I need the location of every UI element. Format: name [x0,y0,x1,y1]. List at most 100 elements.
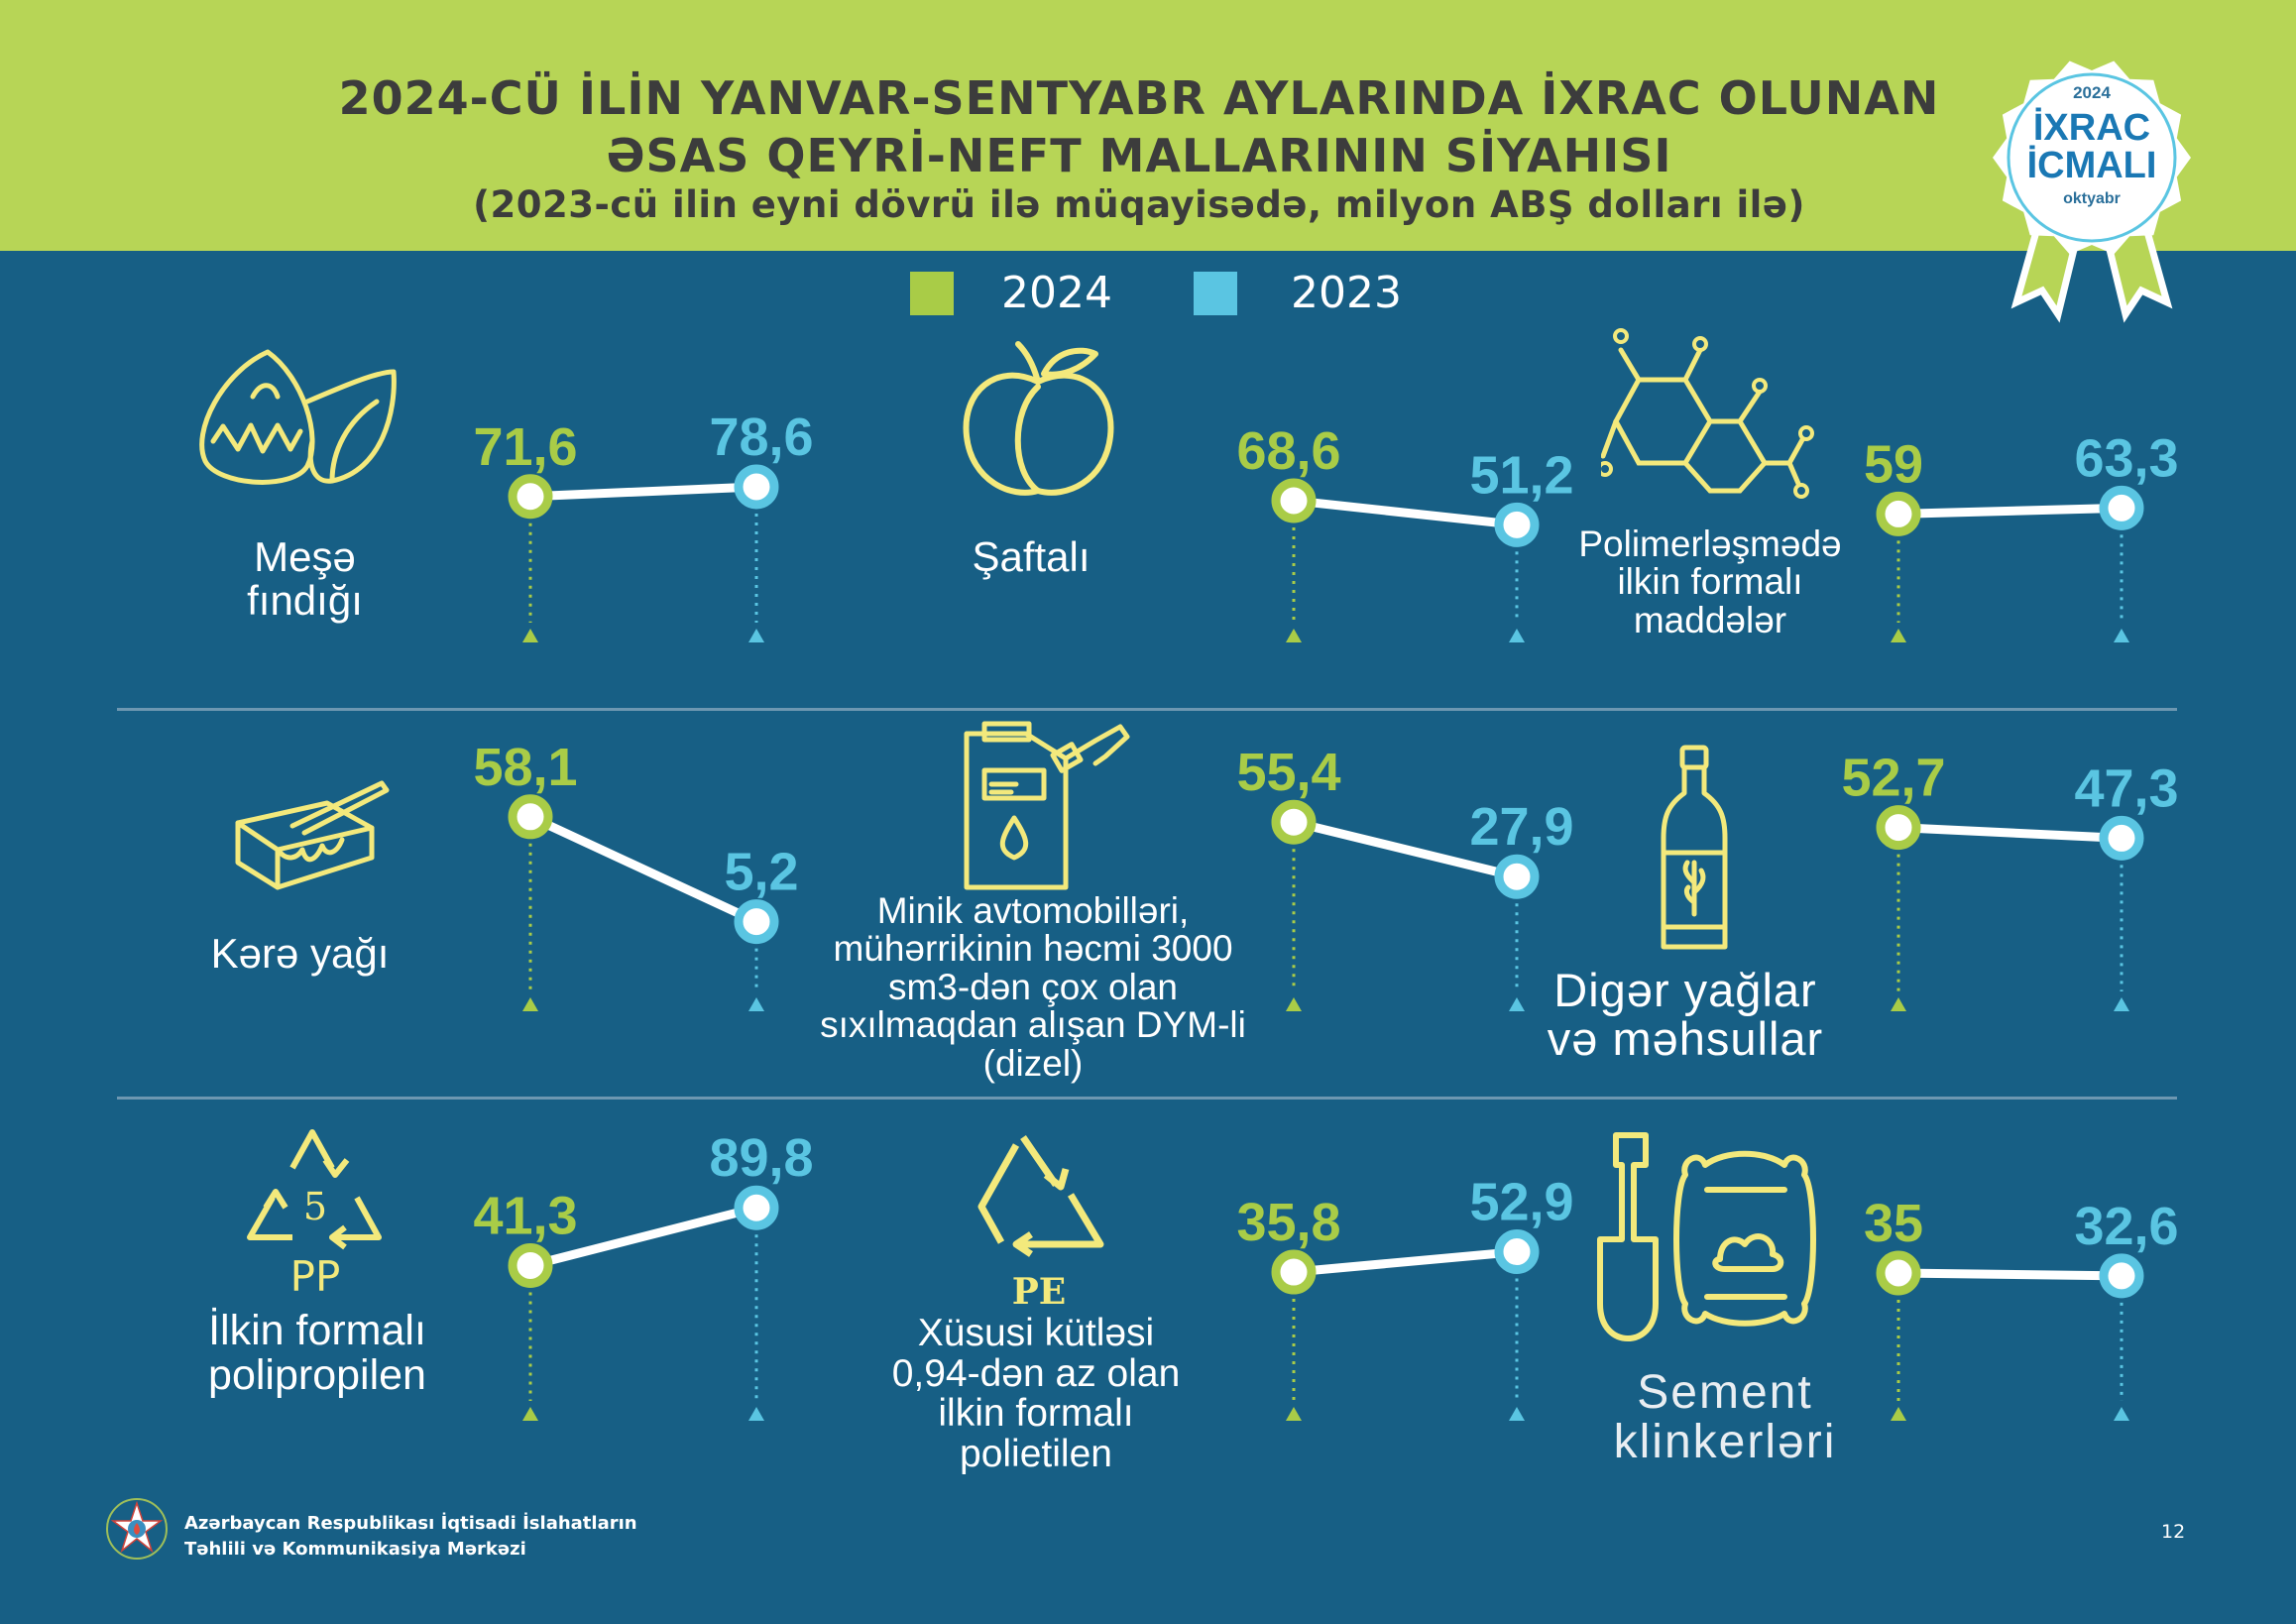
data-point-2023 [734,1185,779,1230]
base-marker-2023 [748,1407,764,1421]
data-label-2023: 32,6 [2074,1197,2178,1256]
data-point-2023 [734,464,779,510]
hazelnut-icon [199,349,397,485]
base-marker-2024 [522,629,538,642]
base-marker-2024 [1286,1407,1302,1421]
header-banner [0,0,2296,251]
data-point-2023 [2099,485,2144,530]
pp-number: 5 [303,1185,327,1228]
data-label-2023: 51,2 [1469,445,1573,505]
data-label-2024: 55,4 [1236,743,1340,802]
data-point-2024 [1271,799,1317,845]
data-label-2024: 35,8 [1236,1193,1340,1252]
data-label-2024: 58,1 [473,738,577,797]
data-point-2023 [1494,502,1540,547]
data-label-2024: 41,3 [473,1186,577,1245]
data-label-2023: 47,3 [2074,758,2178,818]
page-title-line-1: 2024-CÜ İLİN YANVAR-SENTYABR AYLARINDA İ… [338,71,1940,125]
pp-label: PP [290,1252,341,1299]
page-number: 12 [2161,1521,2186,1543]
butter-icon [235,780,390,890]
data-point-2024 [1271,1249,1317,1295]
category-label-saftali: Şaftalı [972,533,1091,580]
base-marker-2023 [1509,629,1525,642]
base-marker-2024 [1891,1407,1906,1421]
data-label-2023: 63,3 [2074,428,2178,488]
category-label-kere-yagi: Kərə yağı [210,930,390,977]
data-label-2024: 35 [1864,1194,1923,1253]
connector-line [1289,817,1522,881]
oil-bottle-icon [1661,745,1728,950]
data-label-2023: 78,6 [709,407,813,467]
base-marker-2023 [1509,1407,1525,1421]
base-marker-2024 [522,997,538,1011]
connector-line [1894,823,2126,843]
data-point-2023 [2099,1253,2144,1299]
organization-name: Azərbaycan Respublikası İqtisadi İslahat… [184,1511,637,1563]
ixrac-icmali-badge: 2024 İXRAC İCMALI oktyabr [1993,60,2191,323]
category-label-polietilen: Xüsusi kütləsi 0,94-dən az olan ilkin fo… [891,1312,1181,1475]
molecule-icon [1601,328,1814,499]
category-label-mese-findigi: Meşə fındığı [247,533,363,624]
base-marker-2023 [1509,997,1525,1011]
connector-line [525,482,761,502]
badge-month: oktyabr [2063,190,2121,207]
data-label-2024: 71,6 [473,417,577,477]
row-divider [117,708,2177,711]
base-marker-2024 [522,1407,538,1421]
row-divider [117,1097,2177,1100]
legend-label-2024: 2024 [1001,268,1112,318]
badge-year: 2024 [2073,83,2111,102]
data-label-2024: 68,6 [1236,421,1340,481]
data-point-2023 [1494,854,1540,899]
data-point-2023 [2099,815,2144,861]
pe-recycle-icon: PE [977,1135,1104,1313]
base-marker-2024 [1286,629,1302,642]
connector-line [525,1203,761,1270]
data-point-2024 [1876,805,1921,851]
page-subtitle: (2023-cü ilin eyni dövrü ilə müqayisədə,… [473,183,1805,226]
pe-label: PE [1012,1271,1067,1313]
data-point-2024 [508,474,553,520]
category-label-polimer: Polimerləşmədə ilkin formalı maddələr [1578,523,1842,640]
peach-icon [963,341,1114,496]
legend-label-2023: 2023 [1291,268,1402,318]
cement-bag-icon [1597,1132,1816,1341]
connector-line [1289,1247,1522,1277]
data-point-2024 [508,1242,553,1288]
base-marker-2024 [1891,997,1906,1011]
base-marker-2023 [2114,1407,2129,1421]
emblem-logo [106,1498,168,1560]
pp-recycle-icon: 5 PP [247,1129,382,1299]
jerrycan-icon [964,721,1130,890]
category-label-sement: Sement klinkerləri [1613,1366,1837,1468]
connector-line [525,812,761,927]
legend-swatch-2023 [1194,272,1237,315]
page-title-line-2: ƏSAS QEYRİ-NEFT MALLARININ SİYAHISI [606,129,1672,182]
data-label-2023: 52,9 [1469,1173,1573,1232]
data-label-2024: 52,7 [1841,749,1945,808]
category-label-diger-yaglar: Digər yağlar və məhsullar [1547,964,1824,1065]
badge-line-2: İCMALI [2027,145,2157,186]
data-point-2023 [1494,1229,1540,1275]
data-label-2023: 5,2 [724,843,798,902]
base-marker-2023 [2114,629,2129,642]
legend: 2024 2023 [0,266,2296,325]
data-label-2023: 27,9 [1469,797,1573,857]
base-marker-2024 [1891,629,1906,642]
base-marker-2023 [2114,997,2129,1011]
category-label-minik-avtomobilleri: Minik avtomobilləri, mühərrikinin həcmi … [820,890,1246,1084]
data-label-2024: 59 [1864,434,1923,494]
base-marker-2024 [1286,997,1302,1011]
data-point-2024 [1271,478,1317,523]
organization-line-1: Azərbaycan Respublikası İqtisadi İslahat… [184,1513,637,1534]
data-label-2023: 89,8 [709,1128,813,1188]
data-point-2024 [1876,491,1921,536]
organization-line-2: Təhlili və Kommunikasiya Mərkəzi [184,1539,526,1561]
connector-line [1894,1268,2126,1281]
connector-line [1289,496,1522,529]
badge-line-1: İXRAC [2033,107,2150,149]
data-point-2024 [508,794,553,840]
